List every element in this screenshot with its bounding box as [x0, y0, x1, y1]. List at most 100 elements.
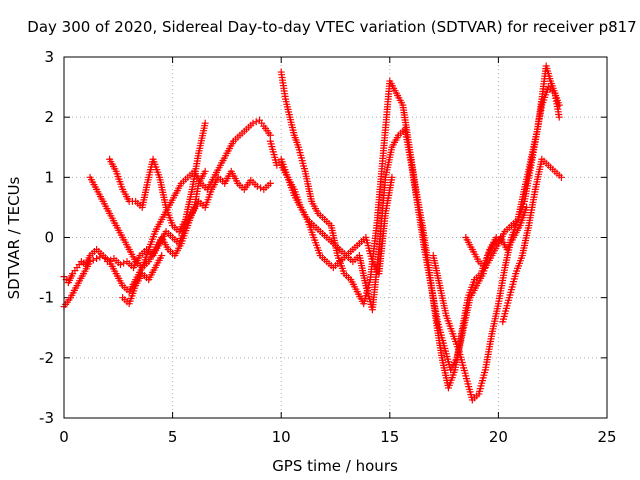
x-tick-label: 5	[168, 428, 178, 446]
interpolated-points	[291, 134, 302, 149]
interpolated-points	[172, 182, 184, 197]
interpolated-points	[262, 181, 272, 191]
interpolated-points	[323, 218, 333, 227]
interpolated-points	[515, 200, 527, 221]
interpolated-points	[166, 248, 177, 257]
interpolated-points	[319, 230, 329, 239]
interpolated-points	[216, 175, 227, 185]
y-tick-label: 1	[44, 168, 54, 186]
interpolated-points	[295, 146, 308, 173]
interpolated-points	[185, 206, 197, 227]
interpolated-points	[489, 242, 501, 257]
interpolated-points	[476, 369, 489, 395]
interpolated-points	[463, 375, 476, 401]
interpolated-points	[309, 200, 321, 215]
interpolated-points	[525, 188, 539, 227]
interpolated-points	[304, 218, 317, 239]
interpolated-points	[458, 296, 471, 335]
interpolated-points	[100, 200, 112, 215]
interpolated-points	[127, 248, 138, 263]
interpolated-points	[316, 211, 326, 221]
interpolated-points	[543, 65, 554, 83]
interpolated-points	[534, 98, 545, 131]
interpolated-points	[127, 278, 138, 293]
interpolated-points	[445, 368, 458, 389]
y-axis-label: SDTVAR / TECUs	[5, 176, 23, 299]
interpolated-points	[120, 188, 132, 203]
interpolated-points	[325, 236, 335, 245]
interpolated-points	[178, 224, 191, 245]
interpolated-points	[285, 176, 297, 191]
interpolated-points	[107, 158, 119, 173]
interpolated-points	[473, 272, 483, 282]
interpolated-points	[351, 254, 361, 264]
interpolated-points	[483, 254, 495, 269]
interpolated-points	[164, 230, 174, 239]
interpolated-points	[436, 284, 450, 317]
interpolated-points	[312, 224, 322, 233]
interpolated-points	[332, 260, 342, 270]
interpolated-points	[517, 206, 530, 227]
y-tick-label: -3	[39, 409, 54, 427]
y-tick-label: -1	[39, 289, 54, 307]
interpolated-points	[532, 158, 545, 191]
series-trace-h	[277, 161, 396, 278]
series-trace-j	[462, 62, 563, 272]
interpolated-points	[180, 175, 190, 185]
y-tick-label: 0	[44, 229, 54, 247]
interpolated-points	[199, 181, 209, 191]
interpolated-points	[81, 260, 93, 275]
interpolated-points	[500, 296, 512, 323]
interpolated-points	[176, 218, 188, 233]
y-tick-label: 3	[44, 48, 54, 66]
interpolated-points	[279, 164, 290, 179]
interpolated-points	[172, 242, 184, 257]
interpolated-points	[547, 80, 558, 95]
interpolated-points	[506, 272, 519, 299]
interpolated-points	[112, 257, 122, 267]
interpolated-points	[211, 164, 223, 179]
x-tick-label: 20	[489, 428, 508, 446]
interpolated-points	[125, 260, 135, 270]
interpolated-points	[375, 212, 389, 275]
x-tick-label: 10	[272, 428, 291, 446]
data-point	[249, 119, 257, 127]
interpolated-points	[527, 128, 541, 167]
interpolated-points	[553, 169, 563, 179]
interpolated-points	[419, 224, 432, 269]
interpolated-points	[338, 254, 348, 264]
interpolated-points	[521, 164, 534, 203]
data-markers	[60, 62, 565, 404]
interpolated-points	[171, 224, 181, 233]
interpolated-points	[389, 134, 401, 149]
data-point	[388, 173, 396, 181]
interpolated-points	[513, 254, 525, 275]
data-point	[253, 182, 261, 190]
chart-title: Day 300 of 2020, Sidereal Day-to-day VTE…	[27, 18, 636, 36]
interpolated-points	[68, 284, 80, 299]
interpolated-points	[342, 272, 352, 282]
interpolated-points	[394, 92, 405, 107]
y-tick-label: 2	[44, 108, 54, 126]
interpolated-points	[345, 248, 355, 257]
interpolated-points	[107, 260, 119, 275]
interpolated-points	[229, 170, 240, 185]
interpolated-points	[338, 248, 348, 257]
interpolated-points	[325, 260, 335, 270]
x-tick-label: 15	[380, 428, 399, 446]
interpolated-points	[412, 188, 426, 227]
interpolated-points	[521, 158, 534, 191]
interpolated-points	[87, 176, 99, 191]
interpolated-points	[74, 272, 86, 287]
interpolated-points	[95, 248, 105, 257]
data-point	[555, 113, 563, 121]
interpolated-points	[249, 178, 259, 188]
interpolated-points	[120, 236, 132, 251]
interpolated-points	[470, 248, 481, 263]
interpolated-points	[202, 188, 215, 209]
interpolated-points	[425, 266, 439, 317]
interpolated-points	[319, 254, 329, 264]
interpolated-points	[495, 266, 508, 305]
data-point	[201, 119, 209, 127]
